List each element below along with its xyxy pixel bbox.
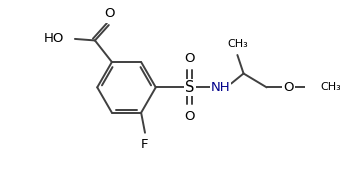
- Text: O: O: [184, 110, 195, 123]
- Text: CH₃: CH₃: [321, 82, 340, 92]
- Text: F: F: [141, 138, 149, 151]
- Text: O: O: [184, 52, 195, 65]
- Text: NH: NH: [211, 81, 230, 94]
- Text: HO: HO: [44, 33, 64, 45]
- Text: O: O: [104, 7, 115, 20]
- Text: S: S: [185, 80, 194, 95]
- Text: CH₃: CH₃: [227, 39, 248, 49]
- Text: O: O: [283, 81, 293, 94]
